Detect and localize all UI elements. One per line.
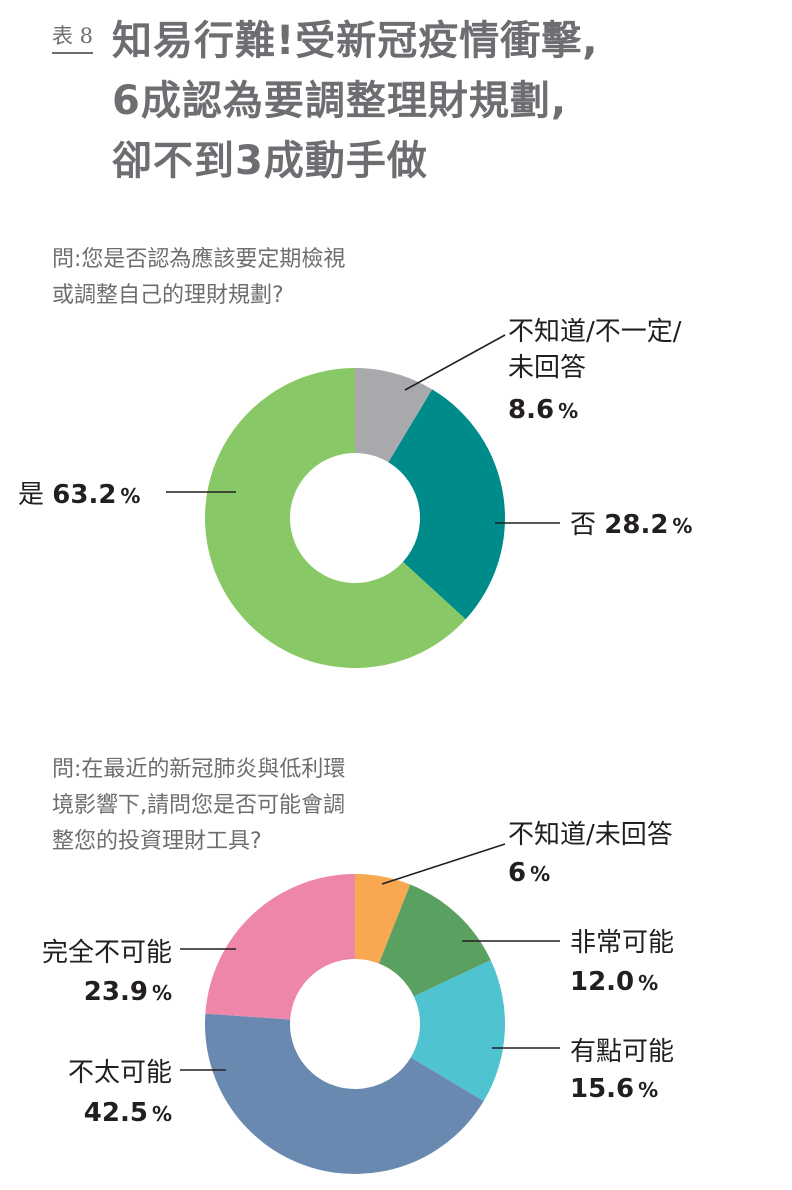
slice-unit-label: %	[530, 862, 550, 886]
slice-category-label: 有點可能	[570, 1037, 674, 1067]
slice-category-label: 不知道/未回答	[508, 820, 673, 850]
slice-label: 否 28.2%	[570, 510, 692, 540]
slice-value-number: 8.6	[508, 395, 554, 425]
chart-2-question-line: 境影響下,請問您是否可能會調	[52, 793, 345, 818]
slice-value-number: 12.0	[570, 967, 634, 997]
slice-unit-label: %	[558, 399, 578, 423]
chart-2-question-line: 問:在最近的新冠肺炎與低利環	[52, 757, 346, 782]
slice-category-label: 不太可能	[68, 1058, 172, 1088]
donut-slice	[410, 960, 505, 1102]
page-title-line-3: 卻不到3成動手做	[112, 138, 428, 184]
slice-unit-label: %	[672, 514, 692, 538]
leader-line	[404, 334, 506, 391]
slice-category-label: 不知道/不一定/	[508, 317, 682, 347]
donut-slice	[355, 874, 411, 964]
slice-unit-label: %	[152, 1102, 172, 1126]
slice-label: 是 63.2%	[18, 480, 140, 510]
slice-value-label: 28.2	[604, 510, 668, 540]
slice-value-label: 23.9%	[84, 977, 172, 1007]
slice-value-label: 6%	[508, 858, 550, 888]
slice-category-label: 完全不可能	[42, 938, 172, 968]
leader-line	[381, 843, 506, 885]
chart-1-question-line: 或調整自己的理財規劃?	[52, 283, 284, 308]
slice-category-label: 否	[570, 510, 604, 540]
slice-unit-label: %	[638, 971, 658, 995]
donut-slice	[205, 874, 355, 1020]
slice-value-label: 42.5%	[84, 1098, 172, 1128]
slice-category-label: 是	[18, 480, 52, 510]
donut-slice	[378, 884, 491, 997]
slice-value-label: 12.0%	[570, 967, 658, 997]
slice-value-label: 15.6%	[570, 1074, 658, 1104]
slice-category-label: 未回答	[508, 353, 586, 383]
chart-1-question-line: 問:您是否認為應該要定期檢視	[52, 247, 346, 272]
table-number: 表 8	[52, 20, 94, 54]
page-title-line-2: 6成認為要調整理財規劃,	[112, 78, 568, 124]
slice-value-label: 63.2	[52, 480, 116, 510]
donut-slice	[355, 368, 433, 463]
slice-unit-label: %	[638, 1078, 658, 1102]
slice-value-label: 8.6%	[508, 395, 578, 425]
slice-unit-label: %	[120, 484, 140, 508]
chart-1-question: 問:您是否認為應該要定期檢視 或調整自己的理財規劃?	[52, 242, 345, 314]
slice-category-label: 非常可能	[570, 928, 674, 958]
donut-slice	[205, 368, 466, 669]
slice-value-number: 42.5	[84, 1098, 148, 1128]
slice-value-number: 23.9	[84, 977, 148, 1007]
donut-chart-2: 不知道/未回答 6 % 非常可能 12.0 % 有點可能 15.6 % 不太可能 42.5 % 完全不可…	[42, 820, 674, 1174]
slice-unit-label: %	[152, 981, 172, 1005]
donut-slice	[388, 389, 505, 620]
slice-value-number: 6	[508, 858, 526, 888]
donut-slice	[205, 1013, 484, 1174]
page-title-line-1: 知易行難!受新冠疫情衝擊,	[112, 18, 599, 64]
chart-2-question-line: 整您的投資理財工具?	[52, 829, 262, 854]
slice-value-number: 15.6	[570, 1074, 634, 1104]
chart-2-question: 問:在最近的新冠肺炎與低利環 境影響下,請問您是否可能會調 整您的投資理財工具?	[52, 752, 345, 860]
